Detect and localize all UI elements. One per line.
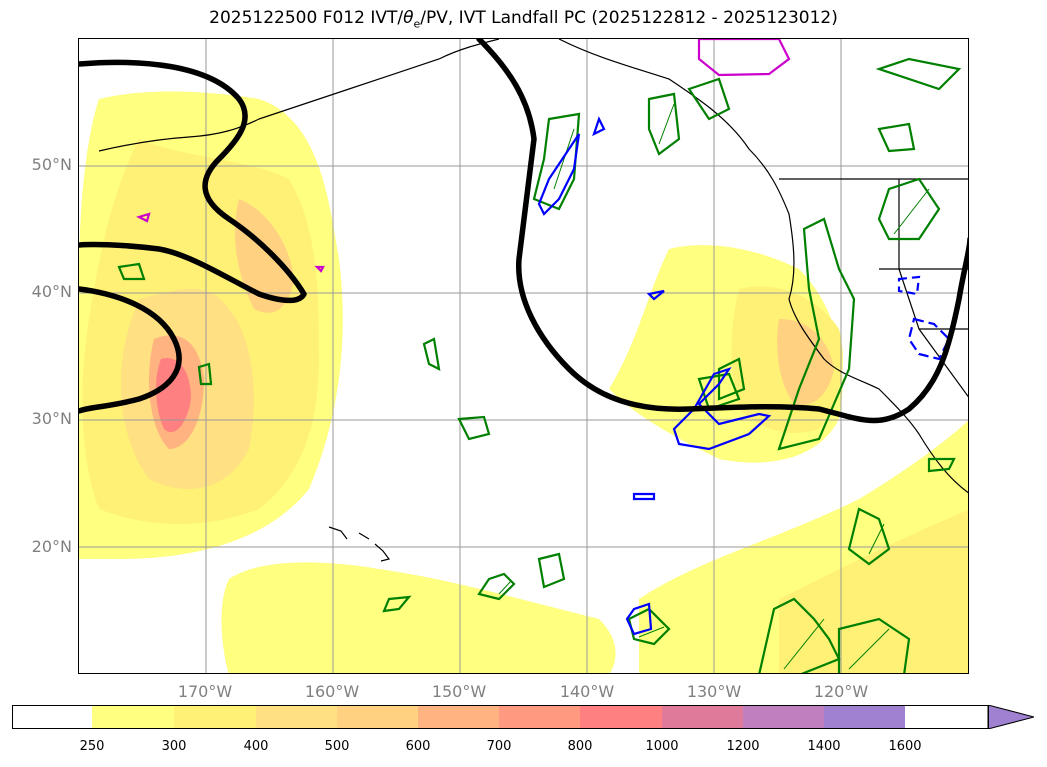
pv-contours	[537, 116, 951, 636]
colorbar-tick-label: 1600	[888, 739, 922, 754]
colorbar-tick-label: 300	[161, 739, 187, 754]
colorbar-cell	[580, 705, 662, 729]
colorbar	[12, 705, 1034, 729]
lon-label: 150°W	[431, 682, 487, 701]
colorbar-cell	[824, 705, 905, 729]
lon-label: 160°W	[304, 682, 360, 701]
coastlines	[98, 39, 968, 562]
map-panel[interactable]	[78, 38, 969, 674]
colorbar-tick-label: 800	[567, 739, 593, 754]
colorbar-cell	[418, 705, 499, 729]
colorbar-tick-label: 600	[405, 739, 431, 754]
colorbar-cell	[256, 705, 337, 729]
colorbar-cell	[92, 705, 174, 729]
lat-label: 30°N	[31, 409, 72, 428]
map-title: 2025122500 F012 IVT/θe/PV, IVT Landfall …	[209, 8, 838, 31]
colorbar-cell	[174, 705, 256, 729]
colorbar-cell	[499, 705, 580, 729]
theta-e-hatch	[498, 103, 930, 670]
colorbar-tick-label: 250	[79, 739, 105, 754]
magenta-contour	[136, 39, 791, 273]
colorbar-tick-label: 1200	[726, 739, 760, 754]
lon-label: 120°W	[813, 682, 869, 701]
lon-label: 140°W	[559, 682, 615, 701]
colorbar-cell	[12, 705, 92, 729]
map-canvas	[79, 39, 968, 673]
colorbar-cell	[743, 705, 824, 729]
colorbar-tick-label: 1000	[645, 739, 679, 754]
lat-label: 20°N	[31, 537, 72, 556]
colorbar-tick-label: 1400	[807, 739, 841, 754]
lat-label: 40°N	[31, 282, 72, 301]
lon-label: 170°W	[177, 682, 233, 701]
colorbar-cell	[662, 705, 743, 729]
colorbar-tick-label: 400	[243, 739, 269, 754]
lat-label: 50°N	[31, 155, 72, 174]
colorbar-tick-label: 500	[324, 739, 350, 754]
colorbar-tick-label: 700	[486, 739, 512, 754]
lon-label: 130°W	[686, 682, 742, 701]
colorbar-cell	[337, 705, 418, 729]
ivt-contours	[79, 39, 968, 424]
